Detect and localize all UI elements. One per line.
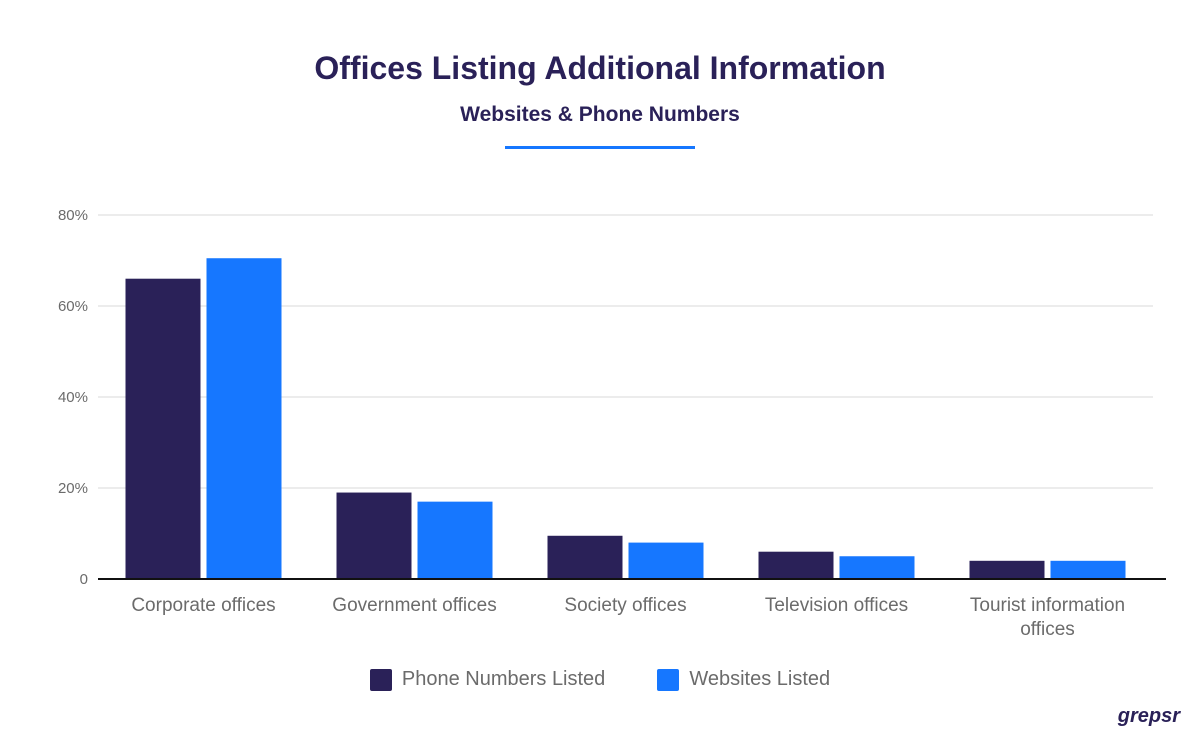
bar-phone bbox=[758, 551, 834, 579]
chart-subtitle: Websites & Phone Numbers bbox=[460, 103, 740, 126]
x-tick-label: Government offices bbox=[332, 595, 496, 616]
x-tick-label: Tourist information bbox=[970, 595, 1125, 616]
bar-websites bbox=[417, 501, 493, 579]
x-tick-label: Television offices bbox=[765, 595, 908, 616]
x-tick-label: Corporate offices bbox=[131, 595, 275, 616]
chart-title: Offices Listing Additional Information bbox=[314, 50, 886, 86]
legend: Phone Numbers Listed Websites Listed bbox=[0, 668, 1200, 691]
bar-phone bbox=[547, 535, 623, 579]
legend-swatch-websites bbox=[657, 668, 680, 691]
bar-phone bbox=[969, 560, 1045, 579]
y-tick-label: 80% bbox=[58, 207, 88, 224]
x-axis-labels: Corporate offices Government offices Socie… bbox=[131, 595, 1125, 640]
bar-phone bbox=[125, 278, 201, 579]
y-tick-label: 40% bbox=[58, 389, 88, 406]
title-underline bbox=[505, 146, 695, 149]
legend-item-phone: Phone Numbers Listed bbox=[369, 668, 606, 691]
bar-phone bbox=[336, 492, 412, 579]
legend-label-phone: Phone Numbers Listed bbox=[401, 668, 606, 690]
bars bbox=[125, 258, 1126, 579]
x-tick-label: offices bbox=[1020, 619, 1075, 640]
legend-label-websites: Websites Listed bbox=[689, 668, 831, 690]
y-axis-ticks: 0 20% 40% 60% 80% bbox=[58, 207, 88, 588]
y-tick-label: 60% bbox=[58, 298, 88, 315]
bar-websites bbox=[628, 542, 704, 579]
y-tick-label: 20% bbox=[58, 480, 88, 497]
bar-chart: 0 20% 40% 60% 80% Corporate offices Governmen… bbox=[58, 207, 1166, 640]
bar-websites bbox=[206, 258, 282, 579]
x-tick-label: Society offices bbox=[564, 595, 686, 616]
y-tick-label: 0 bbox=[80, 571, 88, 588]
bar-websites bbox=[839, 556, 915, 579]
legend-item-websites: Websites Listed bbox=[657, 668, 830, 691]
bar-websites bbox=[1050, 560, 1126, 579]
brand-logo: grepsr bbox=[1117, 705, 1180, 727]
legend-swatch-phone bbox=[369, 668, 392, 691]
